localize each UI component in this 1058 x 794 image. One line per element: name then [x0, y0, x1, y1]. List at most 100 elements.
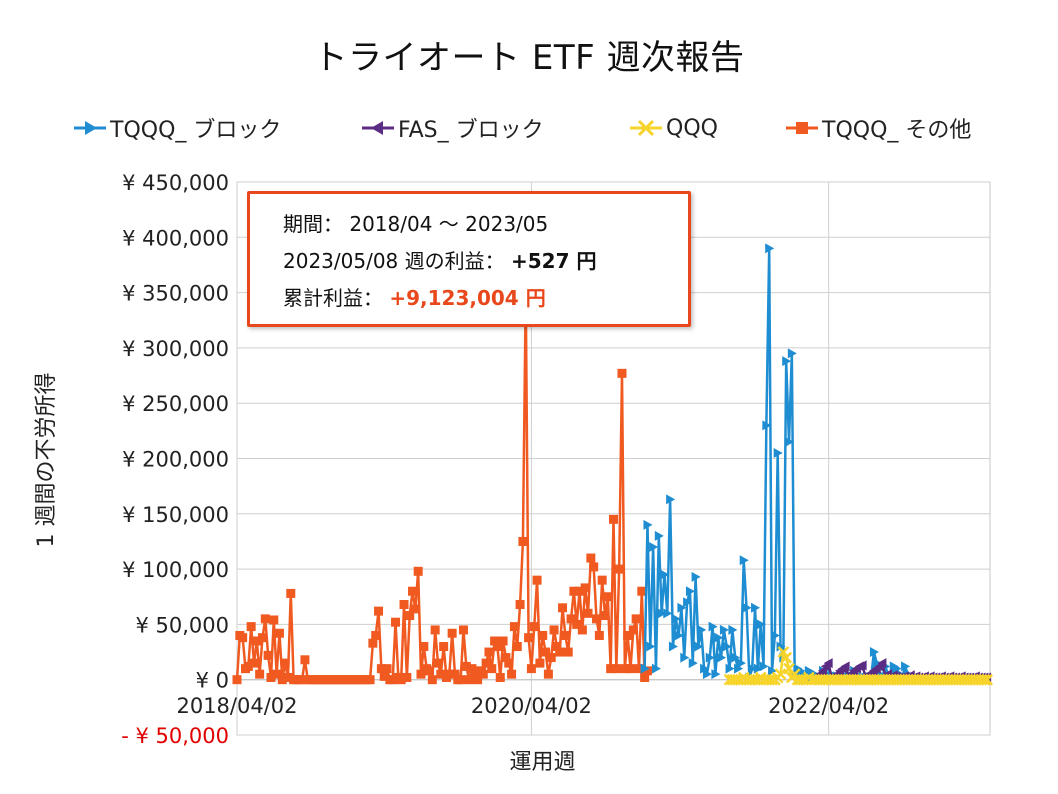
info-total: 累計利益： +9,123,004 円 — [283, 282, 546, 311]
point-tqqq_other — [374, 606, 384, 616]
point-tqqq_block — [694, 641, 704, 652]
point-tqqq_block — [674, 630, 684, 641]
point-tqqq_other — [478, 669, 488, 679]
point-tqqq_other — [507, 669, 517, 679]
point-tqqq_other — [464, 675, 474, 685]
point-tqqq_other — [444, 669, 454, 679]
point-tqqq_other — [243, 661, 253, 671]
point-tqqq_other — [614, 564, 624, 574]
x-tick-label: 2018/04/02 — [176, 694, 297, 718]
point-fas_block — [840, 661, 850, 672]
point-tqqq_other — [246, 622, 256, 632]
point-tqqq_other — [572, 619, 582, 629]
point-tqqq_other — [512, 642, 522, 652]
point-tqqq_other — [625, 664, 635, 674]
legend-item-tqqq-block[interactable]: TQQQ_ ブロック — [74, 112, 281, 144]
legend-item-tqqq-other[interactable]: TQQQ_ その他 — [786, 112, 971, 144]
point-tqqq_other — [541, 647, 551, 657]
point-tqqq_block — [728, 624, 738, 635]
point-tqqq_block — [685, 586, 695, 597]
point-tqqq_other — [631, 614, 641, 624]
point-tqqq_other — [569, 586, 579, 596]
point-tqqq_other — [583, 608, 593, 618]
point-tqqq_other — [458, 625, 468, 635]
point-tqqq_block — [708, 621, 718, 632]
point-tqqq_block — [765, 243, 775, 254]
point-tqqq_block — [705, 652, 715, 663]
point-tqqq_other — [549, 625, 559, 635]
point-tqqq_other — [592, 614, 602, 624]
point-tqqq_other — [436, 669, 446, 679]
point-tqqq_block — [725, 663, 735, 674]
point-tqqq_block — [731, 652, 741, 663]
point-tqqq_other — [642, 666, 652, 676]
point-tqqq_other — [269, 615, 279, 625]
point-tqqq_block — [739, 555, 749, 566]
point-tqqq_block — [773, 447, 783, 458]
point-tqqq_other — [597, 575, 607, 585]
point-tqqq_other — [368, 638, 378, 648]
point-tqqq_block — [756, 619, 766, 630]
point-tqqq_other — [473, 675, 483, 685]
point-tqqq_other — [376, 664, 386, 674]
point-tqqq_other — [543, 669, 553, 679]
legend-item-qqq[interactable]: QQQ — [630, 112, 718, 144]
point-tqqq_block — [751, 602, 761, 613]
point-tqqq_other — [589, 562, 599, 572]
point-tqqq_block — [734, 663, 744, 674]
point-tqqq_block — [649, 541, 659, 552]
point-tqqq_block — [646, 641, 656, 652]
point-tqqq_other — [439, 642, 449, 652]
info-period: 期間： 2018/04 ～ 2023/05 — [283, 208, 548, 237]
point-tqqq_other — [640, 672, 650, 682]
y-tick-label: - ¥ 50,000 — [121, 724, 229, 748]
point-tqqq_other — [424, 666, 434, 676]
point-tqqq_other — [263, 650, 273, 660]
point-tqqq_other — [371, 630, 381, 640]
point-tqqq_other — [410, 604, 420, 614]
star-icon — [630, 119, 662, 137]
point-tqqq_block — [651, 663, 661, 674]
point-tqqq_other — [283, 672, 293, 682]
point-tqqq_block — [782, 356, 792, 367]
point-tqqq_block — [748, 663, 758, 674]
point-tqqq_block — [654, 530, 664, 541]
point-tqqq_block — [719, 624, 729, 635]
point-tqqq_block — [691, 571, 701, 582]
point-tqqq_block — [702, 669, 712, 680]
y-tick-label: ¥ 250,000 — [122, 392, 229, 416]
point-tqqq_block — [680, 652, 690, 663]
point-tqqq_other — [552, 642, 562, 652]
point-tqqq_other — [382, 664, 392, 674]
point-tqqq_other — [492, 642, 502, 652]
point-tqqq_other — [490, 636, 500, 646]
info-week: 2023/05/08 週の利益： +527 円 — [283, 245, 596, 274]
info-week-label: 2023/05/08 週の利益： — [283, 249, 505, 273]
point-tqqq_other — [467, 664, 477, 674]
point-qqq — [981, 673, 994, 686]
point-tqqq_block — [657, 608, 667, 619]
point-tqqq_other — [252, 636, 262, 646]
point-tqqq_block — [759, 661, 769, 672]
legend-item-fas-block[interactable]: FAS_ ブロック — [362, 112, 544, 144]
point-fas_block — [877, 658, 887, 669]
y-tick-label: ¥ 450,000 — [122, 171, 229, 195]
info-total-label: 累計利益： — [283, 286, 383, 310]
y-tick-label: ¥ 0 — [196, 669, 229, 693]
point-qqq — [978, 673, 991, 686]
point-tqqq_block — [668, 641, 678, 652]
point-tqqq_other — [402, 672, 412, 682]
point-tqqq_other — [416, 669, 426, 679]
triangle-right-icon — [74, 121, 106, 135]
legend-label-qqq: QQQ — [666, 115, 718, 141]
point-tqqq_other — [603, 592, 613, 602]
point-tqqq_other — [498, 636, 508, 646]
point-tqqq_other — [634, 664, 644, 674]
y-tick-label: ¥ 350,000 — [122, 282, 229, 306]
point-tqqq_other — [526, 664, 536, 674]
y-tick-label: ¥ 400,000 — [122, 226, 229, 250]
point-tqqq_block — [671, 613, 681, 624]
info-week-value: +527 円 — [511, 249, 597, 273]
point-tqqq_other — [481, 658, 491, 668]
